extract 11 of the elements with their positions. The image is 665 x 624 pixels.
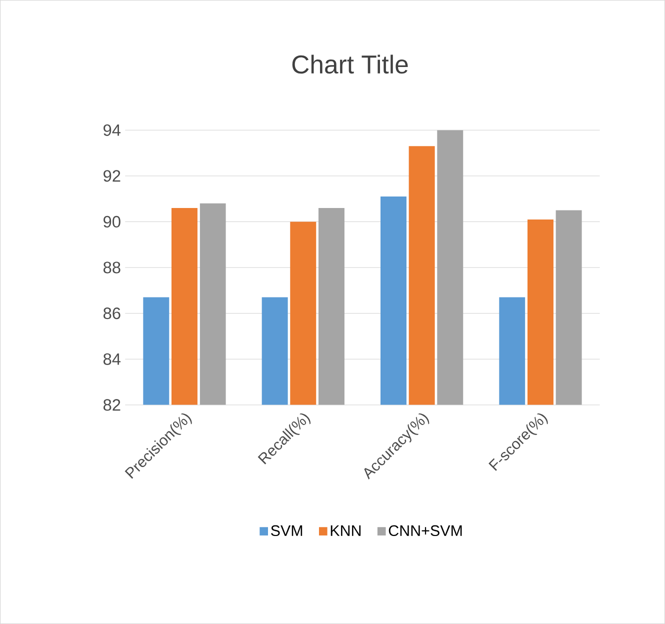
y-tick-label: 88 [104, 262, 120, 274]
legend-label: SVM [271, 525, 302, 536]
y-tick-label: 90 [104, 216, 120, 228]
y-tick-label: 92 [104, 170, 120, 182]
y-tick-label: 82 [104, 399, 120, 411]
y-tick-label: 94 [104, 124, 121, 136]
chart-title: Chart Title [292, 54, 408, 74]
legend-label: CNN+SVM [388, 525, 462, 536]
y-tick-label: 86 [104, 308, 120, 320]
y-tick-label: 84 [104, 353, 121, 365]
legend-label: KNN [330, 525, 361, 536]
